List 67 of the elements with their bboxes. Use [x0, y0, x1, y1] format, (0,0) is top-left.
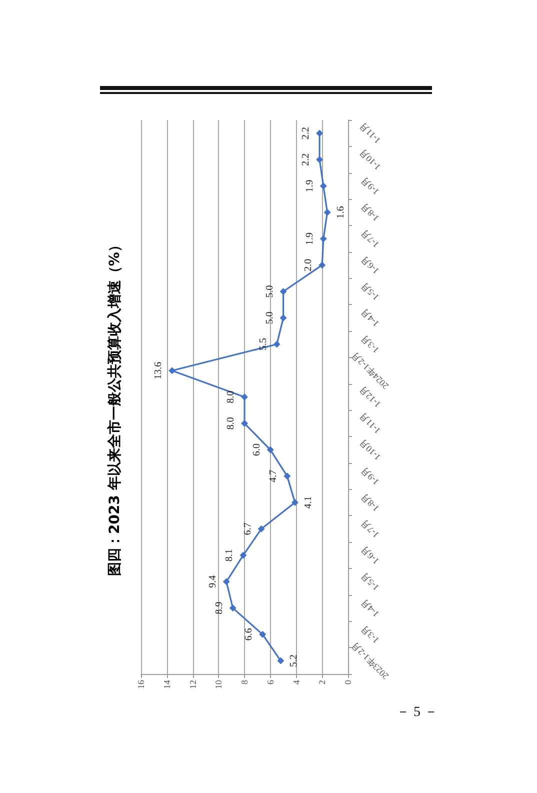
point	[241, 420, 248, 427]
point	[258, 525, 265, 532]
data-label: 1.9	[304, 232, 316, 245]
text: － 5 －	[396, 705, 438, 720]
point	[229, 604, 236, 612]
data-label: 5.2	[288, 654, 300, 668]
point	[320, 235, 327, 242]
point	[316, 156, 324, 164]
data-label: 8.0	[226, 390, 236, 404]
y-tick-label: 1-8月	[359, 201, 381, 224]
data-label: 4.1	[302, 496, 314, 509]
data-label: 8.9	[214, 602, 225, 614]
y-tick-label: 1-5月	[359, 570, 381, 593]
y-tick-label: 1-9月	[359, 175, 381, 197]
point	[320, 182, 327, 190]
x-tick-label: 10	[214, 680, 224, 689]
point	[240, 552, 247, 559]
data-label: 6.6	[244, 628, 255, 641]
y-tick-label: 1-3月	[359, 623, 381, 646]
y-tick-label: 1-4月	[359, 597, 381, 619]
y-tick-label: 1-3月	[359, 333, 381, 356]
y-tick-label: 1-9月	[359, 465, 381, 488]
x-tick-label: 14	[162, 680, 172, 689]
x-tick-label: 0	[343, 680, 353, 684]
x-tick-label: 4	[291, 680, 302, 684]
data-label: 5.0	[264, 312, 276, 324]
data-label: 4.7	[268, 470, 280, 482]
data-label: 8.0	[226, 417, 236, 430]
data-label: 5.0	[264, 285, 276, 298]
data-label: 2.0	[303, 258, 314, 272]
data-label: 8.1	[224, 549, 236, 562]
point	[241, 394, 248, 400]
point	[277, 657, 284, 664]
y-tick-label: 1-8月	[359, 492, 381, 514]
text: 图四：2023 年以来全市一般公共预算收入增速（%）	[106, 238, 123, 576]
x-tick-label: 8	[240, 680, 250, 684]
data-label: 6.0	[251, 444, 262, 456]
point	[280, 288, 287, 295]
y-tick-label: 1-7月	[359, 518, 381, 540]
y-tick-label: 1-5月	[359, 280, 381, 302]
data-label: 1.9	[304, 180, 316, 192]
point	[266, 446, 274, 454]
x-tick-label: 12	[188, 680, 198, 689]
x-tick-label: 16	[136, 680, 146, 689]
x-tick-label: 2	[317, 680, 328, 684]
point	[324, 208, 331, 216]
point	[280, 314, 287, 322]
data-label: 2.2	[300, 153, 312, 166]
point	[291, 499, 298, 506]
point	[273, 340, 280, 348]
data-label: 5.5	[258, 338, 269, 350]
point	[259, 630, 266, 638]
y-tick-label: 1-4月	[359, 306, 381, 329]
y-tick-label: 1-6月	[359, 544, 381, 566]
y-tick-label: 1-6月	[359, 254, 381, 276]
y-tick-label: 1-7月	[359, 228, 381, 250]
data-label: 1.6	[335, 206, 346, 219]
point	[284, 472, 291, 480]
data-label: 6.7	[242, 522, 254, 536]
point	[168, 367, 176, 374]
data-label: 13.6	[153, 362, 164, 380]
data-label: 9.4	[207, 575, 218, 588]
point	[222, 578, 230, 586]
x-tick-label: 6	[265, 680, 276, 684]
point	[318, 262, 326, 269]
data-label: 2.2	[300, 126, 312, 140]
point	[316, 130, 324, 137]
